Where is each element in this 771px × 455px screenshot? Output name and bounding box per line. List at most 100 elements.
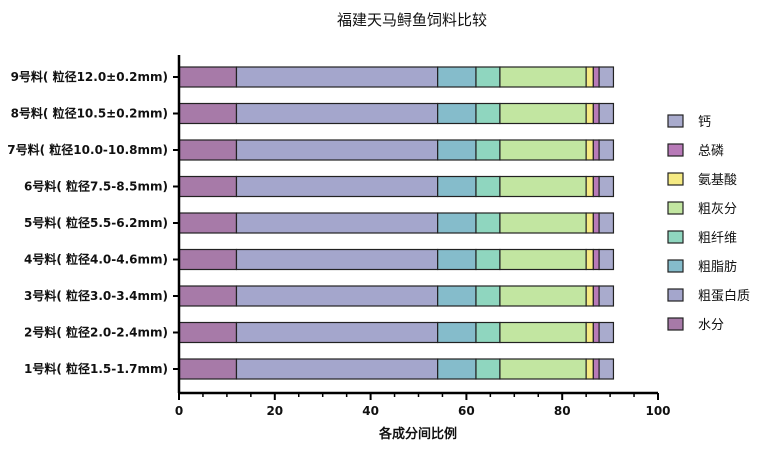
x-tick-label: 20 — [266, 404, 283, 418]
legend-label: 粗灰分 — [698, 202, 737, 217]
bar-segment-4-row-8 — [499, 358, 587, 380]
bars-group — [178, 66, 615, 380]
bar-segment-0-row-8 — [178, 358, 238, 380]
bar-segment-6-row-8 — [592, 358, 600, 380]
bar-segment-3-row-4 — [475, 212, 501, 234]
category-label: 9号料( 粒径12.0±0.2mm) — [11, 69, 168, 84]
bar-segment-0-row-6 — [178, 285, 238, 307]
bar-segment-4-row-5 — [499, 248, 587, 271]
x-tick-label: 0 — [175, 404, 183, 418]
bar-segment-6-row-3 — [592, 175, 600, 198]
bar-segment-1-row-2 — [235, 139, 439, 161]
bar-segment-6-row-2 — [592, 139, 600, 161]
bar-segment-5-row-0 — [585, 66, 594, 88]
bar-segment-1-row-7 — [235, 321, 439, 344]
bar-segment-2-row-1 — [437, 102, 477, 125]
bar-segment-7-row-5 — [598, 248, 615, 271]
category-label: 1号料( 粒径1.5-1.7mm) — [24, 361, 168, 376]
legend-swatch — [667, 114, 684, 128]
bar-segment-6-row-1 — [592, 102, 600, 125]
bar-segment-2-row-3 — [437, 175, 477, 198]
bar-segment-7-row-6 — [598, 285, 615, 307]
bar-segment-1-row-3 — [235, 175, 439, 198]
bar-segment-3-row-3 — [475, 175, 501, 198]
legend-swatch — [667, 288, 684, 302]
bar-segment-2-row-4 — [437, 212, 477, 234]
legend-swatch — [667, 172, 684, 186]
bar-segment-7-row-7 — [598, 321, 615, 344]
bar-segment-1-row-1 — [235, 102, 439, 125]
bar-segment-6-row-6 — [592, 285, 600, 307]
bar-segment-7-row-4 — [598, 212, 615, 234]
bar-segment-5-row-4 — [585, 212, 594, 234]
x-tick-label: 80 — [554, 404, 571, 418]
bar-segment-0-row-3 — [178, 175, 238, 198]
bar-segment-5-row-3 — [585, 175, 594, 198]
legend-label: 总磷 — [698, 144, 724, 159]
bar-segment-3-row-2 — [475, 139, 501, 161]
bar-segment-7-row-3 — [598, 175, 615, 198]
bar-segment-3-row-5 — [475, 248, 501, 271]
chart-title: 福建天马鲟鱼饲料比较 — [337, 11, 487, 29]
bar-segment-2-row-7 — [437, 321, 477, 344]
bar-segment-2-row-6 — [437, 285, 477, 307]
bar-segment-3-row-1 — [475, 102, 501, 125]
bar-segment-2-row-5 — [437, 248, 477, 271]
bar-segment-5-row-8 — [585, 358, 594, 380]
bar-segment-7-row-0 — [598, 66, 615, 88]
bar-segment-0-row-4 — [178, 212, 238, 234]
x-tick-label: 60 — [458, 404, 475, 418]
category-label: 4号料( 粒径4.0-4.6mm) — [24, 252, 168, 267]
bar-segment-6-row-5 — [592, 248, 600, 271]
axes: 0 20 40 60 80 100 — [173, 55, 671, 418]
bar-segment-4-row-6 — [499, 285, 587, 307]
bar-segment-2-row-8 — [437, 358, 477, 380]
bar-segment-4-row-2 — [499, 139, 587, 161]
bar-segment-7-row-1 — [598, 102, 615, 125]
bar-segment-1-row-6 — [235, 285, 439, 307]
bar-segment-6-row-7 — [592, 321, 600, 344]
bar-segment-5-row-1 — [585, 102, 594, 125]
bar-segment-5-row-5 — [585, 248, 594, 271]
bar-segment-0-row-5 — [178, 248, 238, 271]
legend-swatch — [667, 317, 684, 331]
category-label: 6号料( 粒径7.5-8.5mm) — [24, 179, 168, 194]
bar-segment-4-row-7 — [499, 321, 587, 344]
legend-label: 氨基酸 — [698, 173, 737, 188]
category-label: 2号料( 粒径2.0-2.4mm) — [24, 325, 168, 340]
x-axis-label: 各成分间比例 — [378, 426, 457, 442]
bar-segment-6-row-0 — [592, 66, 600, 88]
category-labels: 9号料( 粒径12.0±0.2mm) 8号料( 粒径10.5±0.2mm) 7号料(… — [7, 69, 168, 376]
category-label: 8号料( 粒径10.5±0.2mm) — [11, 106, 168, 121]
bar-segment-2-row-2 — [437, 139, 477, 161]
category-label: 5号料( 粒径5.5-6.2mm) — [24, 215, 168, 230]
x-tick-label: 40 — [362, 404, 379, 418]
bar-segment-4-row-4 — [499, 212, 587, 234]
category-label: 3号料( 粒径3.0-3.4mm) — [24, 288, 168, 303]
bar-segment-0-row-0 — [178, 66, 238, 88]
legend-swatch — [667, 143, 684, 157]
bar-segment-0-row-7 — [178, 321, 238, 344]
bar-segment-5-row-6 — [585, 285, 594, 307]
bar-segment-7-row-2 — [598, 139, 615, 161]
bar-segment-3-row-8 — [475, 358, 501, 380]
bar-segment-3-row-0 — [475, 66, 501, 88]
legend-label: 水分 — [698, 318, 724, 333]
bar-segment-4-row-0 — [499, 66, 587, 88]
legend-label: 粗纤维 — [698, 231, 737, 246]
bar-segment-0-row-1 — [178, 102, 238, 125]
bar-segment-5-row-7 — [585, 321, 594, 344]
bar-segment-4-row-3 — [499, 175, 587, 198]
legend-swatch — [667, 259, 684, 273]
bar-segment-1-row-5 — [235, 248, 439, 271]
x-tick-label: 100 — [645, 404, 670, 418]
bar-segment-2-row-0 — [437, 66, 477, 88]
bar-segment-5-row-2 — [585, 139, 594, 161]
bar-segment-4-row-1 — [499, 102, 587, 125]
bar-segment-3-row-7 — [475, 321, 501, 344]
bar-segment-1-row-8 — [235, 358, 439, 380]
legend-swatch — [667, 201, 684, 215]
legend-label: 粗蛋白质 — [698, 288, 750, 304]
